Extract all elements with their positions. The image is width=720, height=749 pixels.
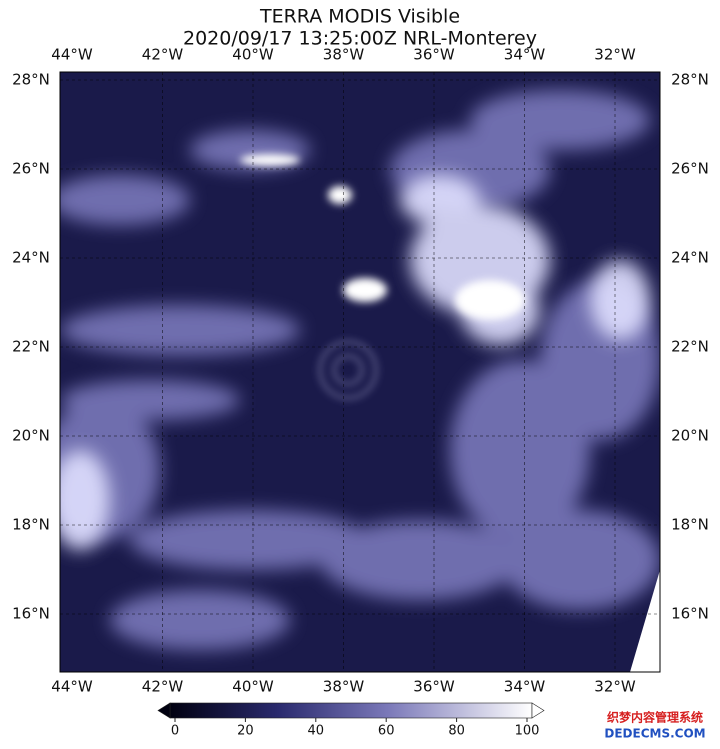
subtitle: 2020/09/17 13:25:00Z NRL-Monterey: [183, 28, 537, 50]
lat-label: 18°N: [671, 516, 709, 534]
colorbar-tick-label: 20: [237, 724, 254, 739]
lon-label: 44°W: [51, 678, 93, 696]
watermark: 织梦内容管理系统: [607, 710, 703, 725]
lon-label: 44°W: [51, 46, 93, 64]
lon-label: 32°W: [594, 46, 636, 64]
lon-label: 38°W: [323, 46, 365, 64]
colorbar-tick-label: 100: [515, 724, 540, 739]
lon-label: 40°W: [232, 46, 274, 64]
lon-label: 34°W: [504, 46, 546, 64]
lat-label: 20°N: [671, 427, 709, 445]
colorbar-tick-label: 40: [308, 724, 325, 739]
lat-label: 24°N: [671, 249, 709, 267]
lat-label: 22°N: [671, 338, 709, 356]
lon-label: 36°W: [413, 46, 455, 64]
satellite-image: [60, 72, 660, 672]
colorbar-tick-label: 60: [378, 724, 395, 739]
lat-label: 26°N: [671, 160, 709, 178]
lat-label: 16°N: [12, 605, 50, 623]
lon-label: 40°W: [232, 678, 274, 696]
lon-label: 42°W: [142, 678, 184, 696]
colorbar-high: [531, 702, 545, 719]
colorbar-low: [157, 702, 171, 719]
lon-label: 42°W: [142, 46, 184, 64]
lon-label: 34°W: [504, 678, 546, 696]
lat-label: 24°N: [12, 249, 50, 267]
lat-label: 26°N: [12, 160, 50, 178]
lat-label: 20°N: [12, 427, 50, 445]
lon-label: 36°W: [413, 678, 455, 696]
colorbar-tick-label: 0: [171, 724, 179, 739]
lat-label: 16°N: [671, 605, 709, 623]
colorbar: [169, 702, 533, 719]
colorbar-tick-label: 80: [448, 724, 465, 739]
lat-label: 28°N: [671, 71, 709, 89]
lat-label: 18°N: [12, 516, 50, 534]
lat-label: 28°N: [12, 71, 50, 89]
lon-label: 32°W: [594, 678, 636, 696]
map-frame: [59, 71, 661, 673]
lon-label: 38°W: [323, 678, 365, 696]
lat-label: 22°N: [12, 338, 50, 356]
watermark: DEDECMS.COM: [604, 727, 705, 741]
title: TERRA MODIS Visible: [259, 6, 460, 28]
